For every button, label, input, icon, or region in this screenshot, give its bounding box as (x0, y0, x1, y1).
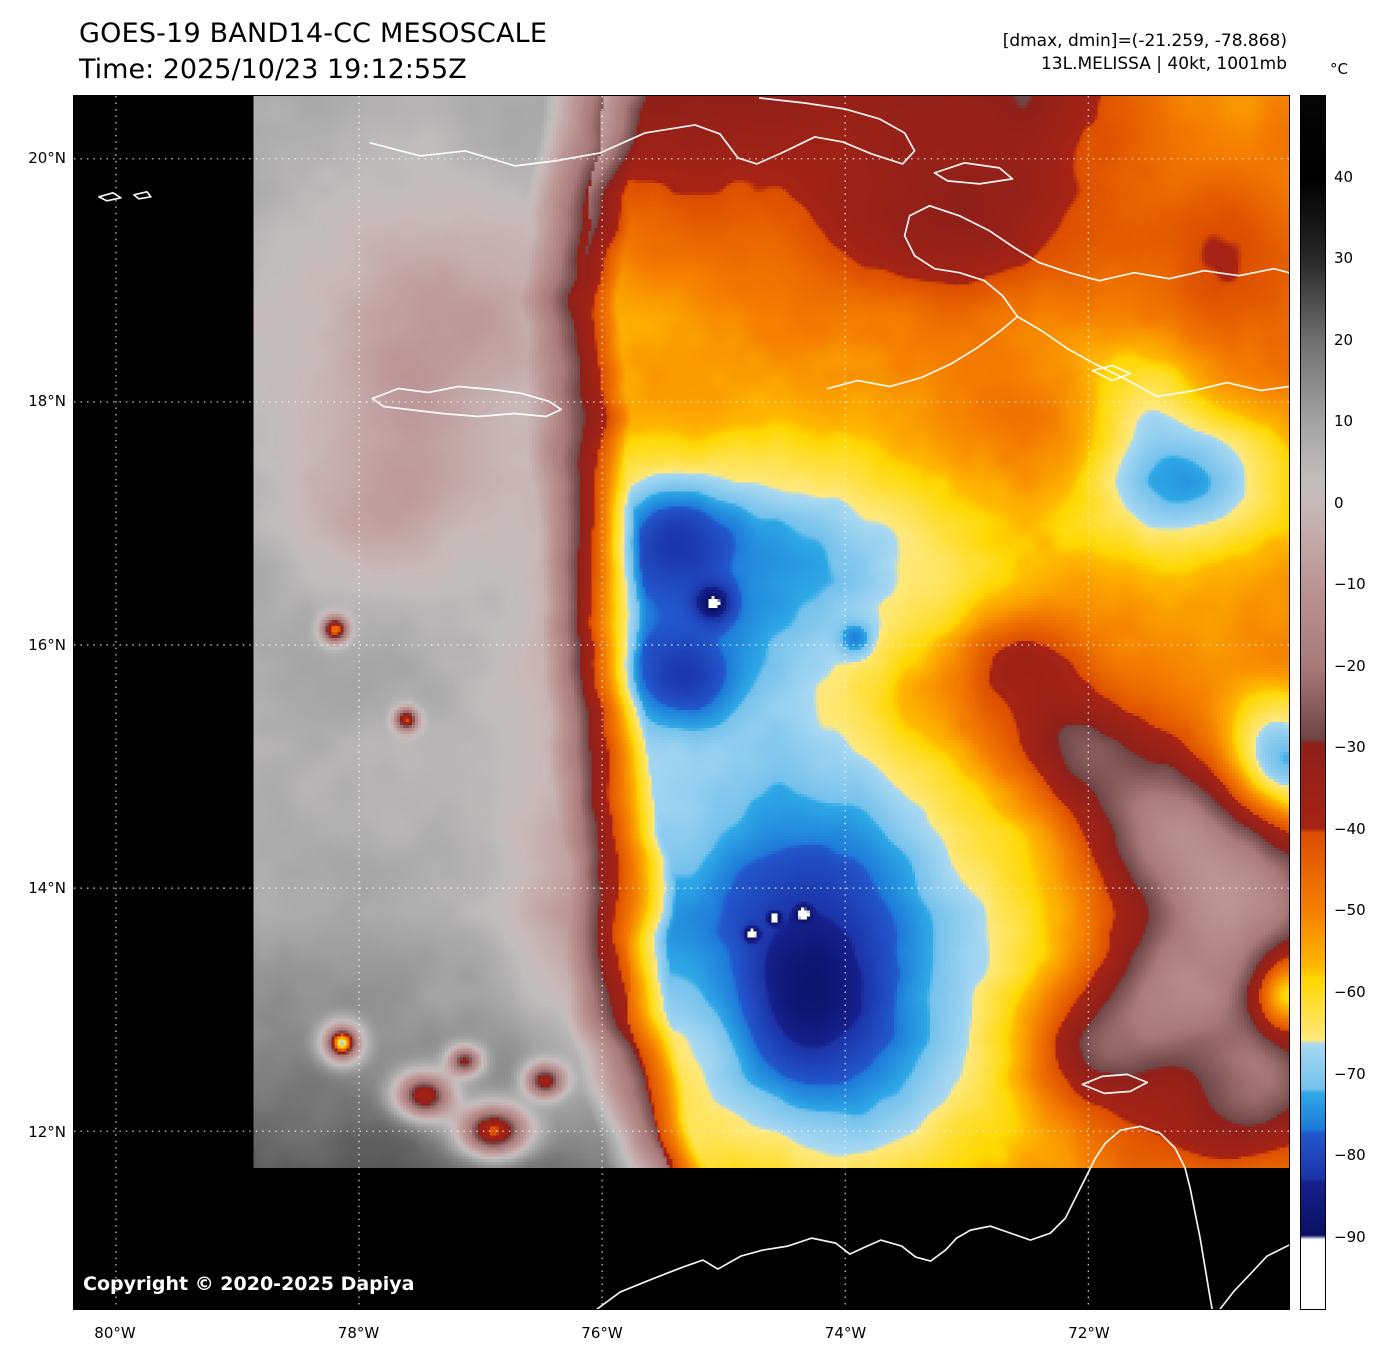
satellite-image (74, 96, 1289, 1309)
lon-axis-label: 72°W (1068, 1324, 1110, 1342)
map-panel: Copyright © 2020-2025 Dapiya (73, 95, 1290, 1310)
colorbar-tick-label: 10 (1334, 412, 1354, 431)
coastline (369, 97, 916, 167)
lat-axis-label: 16°N (28, 635, 66, 654)
coastline (133, 190, 152, 200)
coastline (903, 204, 1019, 318)
map-overlay (74, 96, 1289, 1309)
colorbar-tick-label: −50 (1334, 901, 1366, 920)
coastline (928, 204, 1289, 282)
colorbar-gradient (1301, 96, 1325, 1309)
colorbar-tick-label: −40 (1334, 819, 1366, 838)
lat-axis-label: 20°N (28, 148, 66, 167)
coastline (1081, 1073, 1149, 1095)
lat-axis-label: 14°N (28, 879, 66, 898)
colorbar-unit-label: °C (1330, 60, 1348, 78)
colorbar-tick-label: −60 (1334, 982, 1366, 1001)
coastline (1219, 1244, 1289, 1309)
colorbar-tick-label: 40 (1334, 167, 1354, 186)
copyright-notice: Copyright © 2020-2025 Dapiya (83, 1273, 415, 1295)
coastline (98, 191, 122, 202)
page-title: GOES-19 BAND14-CC MESOSCALE (79, 18, 548, 49)
lon-axis-label: 74°W (824, 1324, 867, 1342)
lon-axis-label: 76°W (581, 1324, 623, 1342)
coastline (596, 1125, 1213, 1309)
coastline (371, 385, 563, 418)
coastline (1091, 364, 1132, 382)
lon-axis-label: 80°W (94, 1324, 136, 1342)
colorbar-tick-label: −10 (1334, 575, 1366, 594)
colorbar (1300, 95, 1326, 1310)
colorbar-tick-label: −20 (1334, 656, 1366, 675)
dmax-dmin-readout: [dmax, dmin]=(-21.259, -78.868) (1002, 31, 1287, 51)
timestamp: Time: 2025/10/23 19:12:55Z (79, 54, 467, 85)
annotation-block: [dmax, dmin]=(-21.259, -78.868) 13L.MELI… (1003, 30, 1287, 76)
lon-axis-label: 78°W (337, 1324, 380, 1342)
colorbar-tick-label: −80 (1334, 1146, 1366, 1165)
storm-info: 13L.MELISSA | 40kt, 1001mb (1040, 54, 1287, 74)
coastline (826, 315, 1289, 398)
lat-axis-label: 12°N (28, 1122, 66, 1141)
colorbar-tick-label: −90 (1334, 1227, 1366, 1246)
colorbar-tick-label: −70 (1334, 1064, 1366, 1083)
colorbar-tick-label: 30 (1334, 249, 1354, 268)
colorbar-tick-label: −30 (1334, 738, 1366, 757)
coastline (933, 162, 1014, 185)
colorbar-tick-label: 20 (1334, 330, 1354, 349)
lat-axis-label: 18°N (28, 392, 66, 411)
colorbar-tick-label: 0 (1334, 493, 1344, 512)
